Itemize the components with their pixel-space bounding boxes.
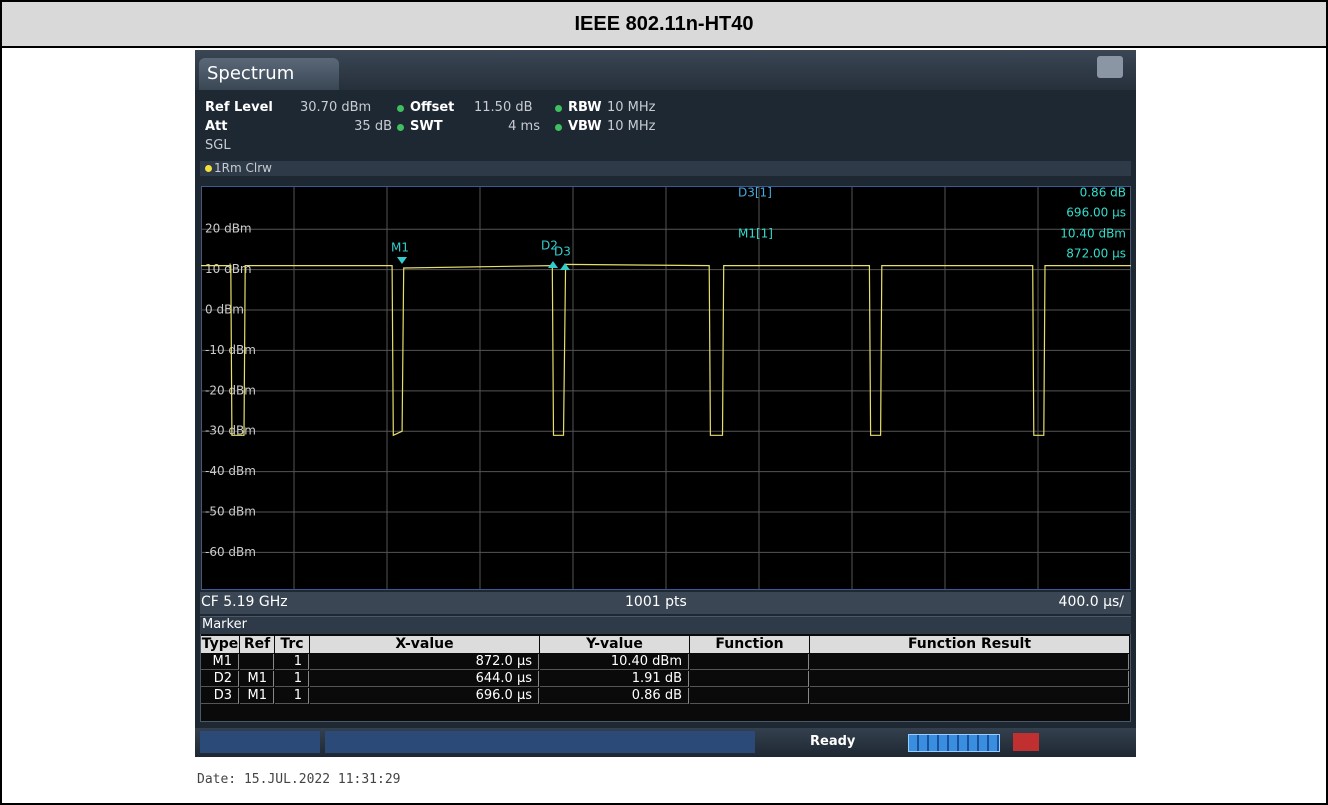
- center-freq: CF 5.19 GHz: [201, 594, 288, 610]
- marker-title-bar: [200, 617, 1131, 634]
- table-header: Type: [201, 636, 239, 653]
- y-tick-label: 20 dBm: [205, 222, 252, 236]
- setting-name: Ref Level: [205, 100, 273, 115]
- table-cell: [240, 654, 274, 670]
- y-tick-label: -20 dBm: [205, 383, 256, 397]
- date: Date: 15.JUL.2022 11:31:29: [197, 772, 401, 787]
- table-cell: D3: [201, 688, 239, 704]
- table-cell: 1: [275, 654, 309, 670]
- setting-value: 4 ms: [508, 119, 540, 134]
- setting-name: RBW: [568, 100, 602, 115]
- coupling-dot: [555, 124, 562, 131]
- table-cell: [810, 671, 1129, 687]
- table-cell: [690, 671, 809, 687]
- readout-name: M1[1]: [738, 227, 773, 241]
- table-header: Function Result: [810, 636, 1129, 653]
- span-per-div: 400.0 µs/: [1059, 594, 1124, 610]
- trace-bar: [200, 161, 1131, 176]
- y-tick-label: -30 dBm: [205, 424, 256, 438]
- tab[interactable]: Spectrum: [199, 58, 339, 90]
- readout-value: 10.40 dBm: [1060, 227, 1126, 241]
- y-tick-label: 0 dBm: [205, 303, 244, 317]
- points: 1001 pts: [625, 594, 687, 610]
- table-cell: [690, 688, 809, 704]
- sweep-mode: SGL: [205, 138, 231, 153]
- table-cell: 696.0 µs: [310, 688, 539, 704]
- marker-label: D3: [554, 245, 571, 259]
- y-tick-label: -60 dBm: [205, 545, 256, 559]
- table-cell: 1: [275, 688, 309, 704]
- readout-name: D3[1]: [738, 186, 772, 200]
- table-cell: 0.86 dB: [540, 688, 689, 704]
- setting-name: Offset: [410, 100, 454, 115]
- coupling-dot: [397, 124, 404, 131]
- coupling-dot: [555, 105, 562, 112]
- setting-name: VBW: [568, 119, 602, 134]
- table-header: Y-value: [540, 636, 689, 653]
- readout-value: 872.00 µs: [1066, 247, 1126, 261]
- setting-value: 10 MHz: [607, 100, 656, 115]
- table-cell: 1: [275, 671, 309, 687]
- menu-button[interactable]: [1097, 56, 1123, 78]
- table-cell: M1: [201, 654, 239, 670]
- table-cell: [810, 688, 1129, 704]
- page: IEEE 802.11n-HT40 Spectrum SGL 1Rm Clrw …: [0, 0, 1328, 805]
- y-tick-label: -10 dBm: [205, 343, 256, 357]
- table-cell: M1: [240, 671, 274, 687]
- table-cell: [690, 654, 809, 670]
- table-cell: [810, 654, 1129, 670]
- setting-value: 11.50 dB: [474, 100, 533, 115]
- table-cell: D2: [201, 671, 239, 687]
- y-tick-label: -40 dBm: [205, 464, 256, 478]
- setting-value: 10 MHz: [607, 119, 656, 134]
- marker-title: Marker: [202, 617, 247, 632]
- setting-name: SWT: [410, 119, 443, 134]
- table-header: X-value: [310, 636, 539, 653]
- table-cell: 872.0 µs: [310, 654, 539, 670]
- error-indicator: [1013, 733, 1039, 751]
- readout-value: 0.86 dB: [1080, 186, 1126, 200]
- status-cell: [200, 731, 320, 753]
- setting-name: Att: [205, 119, 228, 134]
- table-cell: M1: [240, 688, 274, 704]
- readout-value: 696.00 µs: [1066, 206, 1126, 220]
- header-title: IEEE 802.11n-HT40: [2, 2, 1326, 48]
- status-cell: [325, 731, 755, 753]
- coupling-dot: [397, 105, 404, 112]
- trace-label: 1Rm Clrw: [214, 161, 272, 175]
- table-header: Function: [690, 636, 809, 653]
- setting-value: 30.70 dBm: [300, 100, 371, 115]
- table-cell: 644.0 µs: [310, 671, 539, 687]
- table-header: Trc: [275, 636, 309, 653]
- progress: [908, 734, 1000, 752]
- setting-value: 35 dB: [354, 119, 392, 134]
- trace-dot: [205, 165, 212, 172]
- status: Ready: [810, 734, 855, 749]
- marker-label: M1: [391, 241, 409, 255]
- y-tick-label: -50 dBm: [205, 505, 256, 519]
- table-cell: 10.40 dBm: [540, 654, 689, 670]
- table-header: Ref: [240, 636, 274, 653]
- table-cell: 1.91 dB: [540, 671, 689, 687]
